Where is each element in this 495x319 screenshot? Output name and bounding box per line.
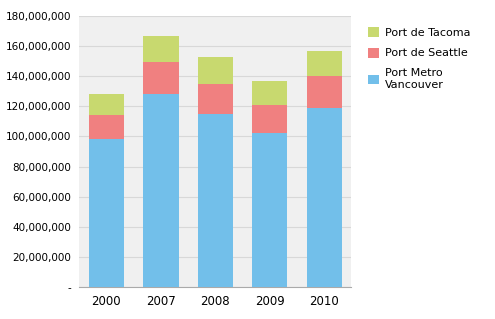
Bar [143, 94, 179, 287]
Bar [306, 76, 342, 108]
Bar [306, 51, 342, 76]
Bar [198, 114, 233, 287]
Legend: Port de Tacoma, Port de Seattle, Port Metro
Vancouver: Port de Tacoma, Port de Seattle, Port Me… [368, 27, 470, 90]
Bar [252, 81, 288, 105]
Bar [143, 62, 179, 94]
Bar [89, 139, 124, 287]
Bar [89, 94, 124, 115]
Bar [252, 133, 288, 287]
Bar [198, 56, 233, 84]
Bar [252, 105, 288, 133]
Bar [306, 108, 342, 287]
Bar [143, 35, 179, 62]
Bar [89, 115, 124, 139]
Bar [198, 84, 233, 114]
